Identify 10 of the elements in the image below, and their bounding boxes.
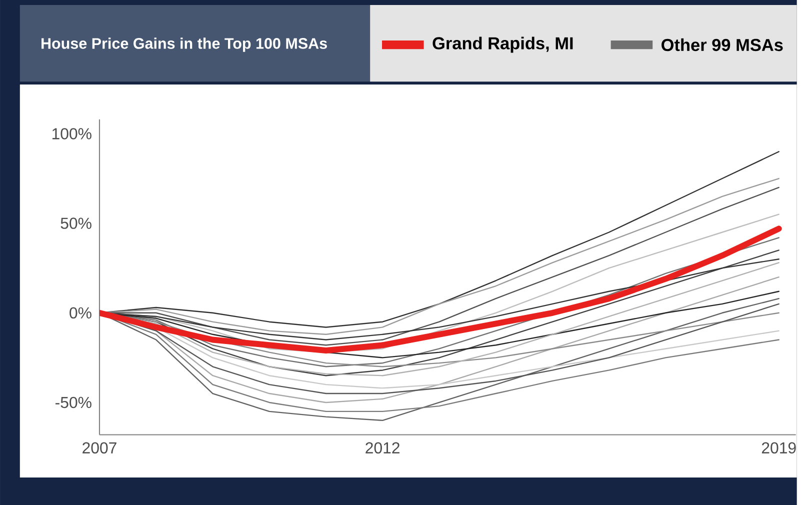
x-tick-label: 2012 xyxy=(366,442,400,454)
y-tick-label: 0% xyxy=(70,307,92,318)
x-tick-label: 2007 xyxy=(82,442,116,454)
x-tick-label: 2019 xyxy=(762,442,796,454)
y-tick-label: 100% xyxy=(52,128,92,140)
y-tick-label: -50% xyxy=(56,396,92,408)
legend-label: Grand Rapids, MI xyxy=(432,36,573,53)
legend-label: Other 99 MSAs xyxy=(662,38,783,51)
chart-title: House Price Gains in the Top 100 MSAs xyxy=(42,37,327,52)
y-tick-label: 50% xyxy=(60,217,92,229)
